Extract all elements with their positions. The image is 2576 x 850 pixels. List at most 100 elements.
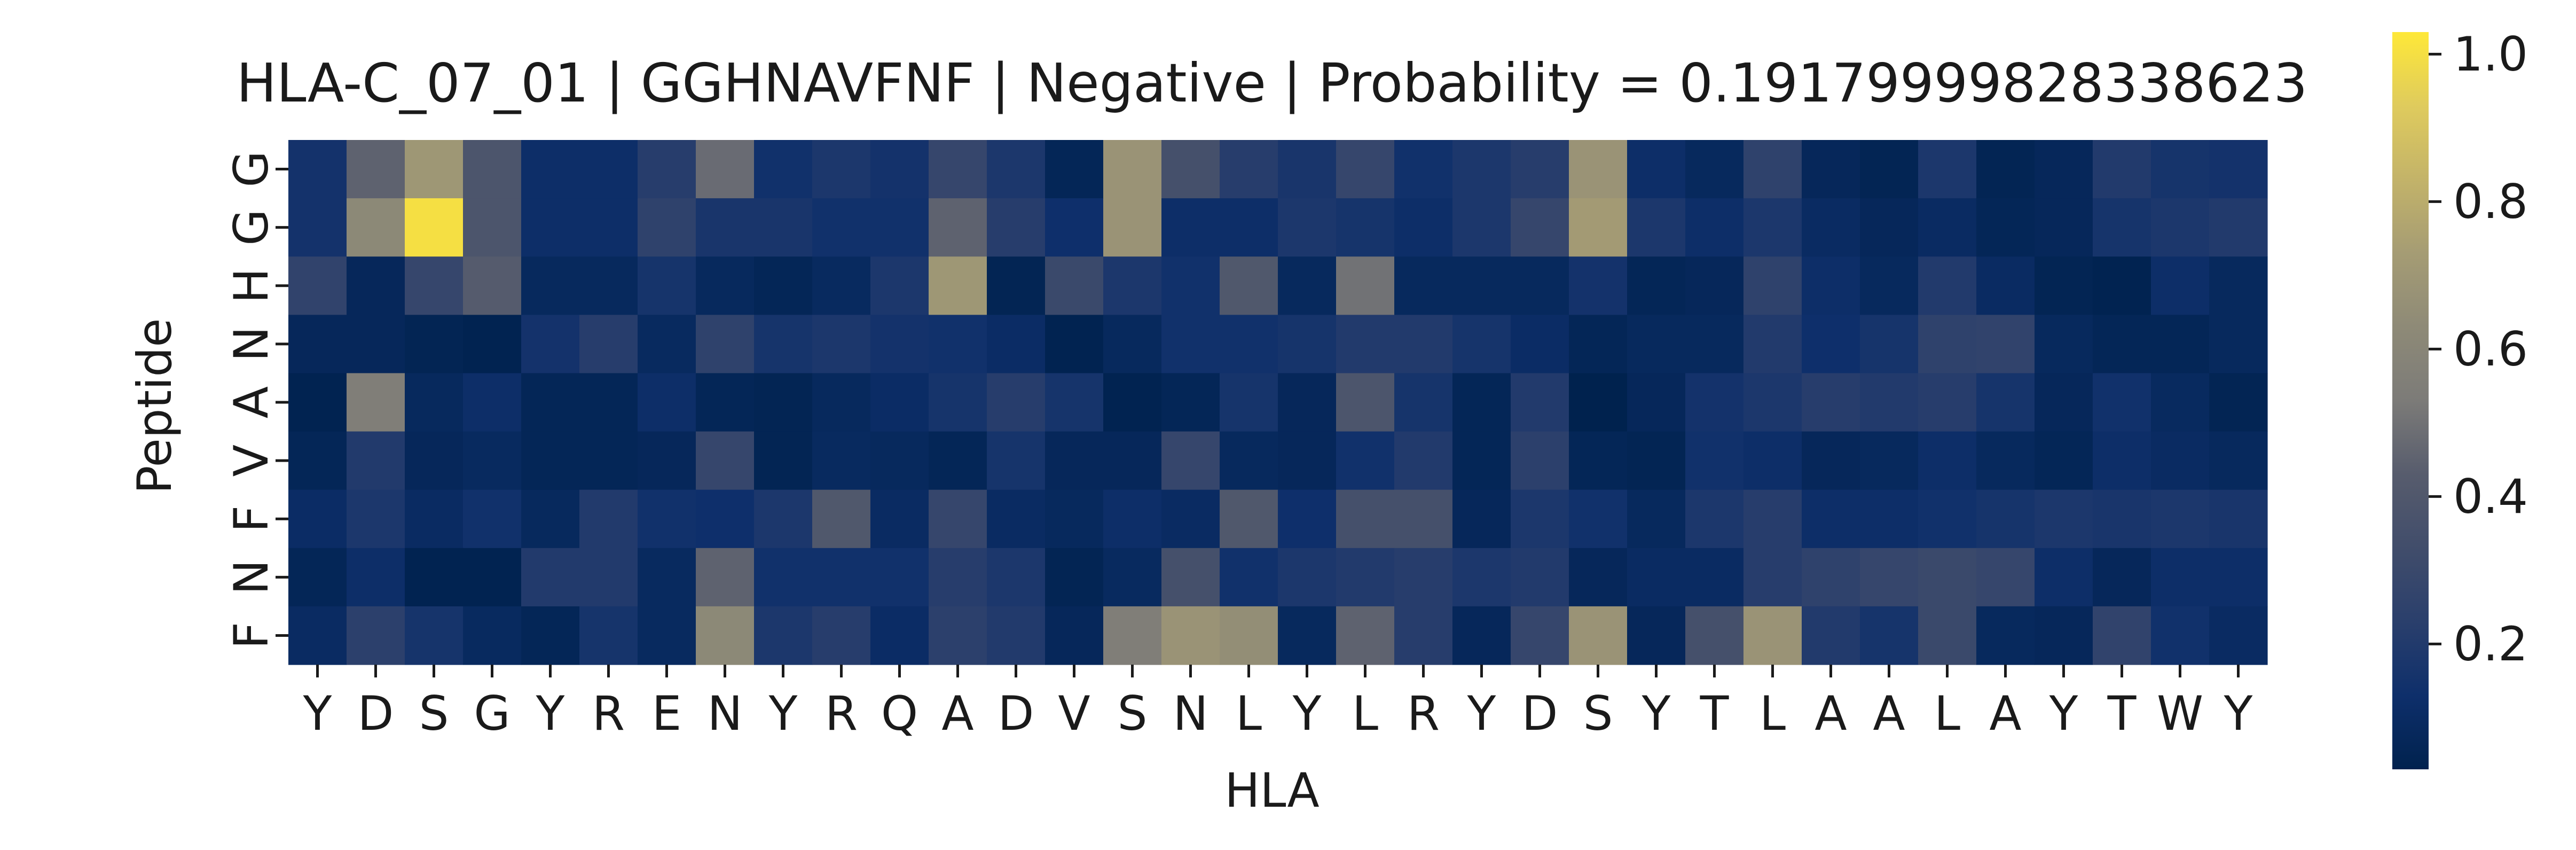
heatmap-cell — [870, 431, 929, 490]
heatmap-cell — [1976, 256, 2035, 315]
heatmap-cell — [2151, 489, 2210, 549]
colorbar — [2392, 32, 2429, 769]
heatmap-cell — [405, 548, 464, 607]
heatmap-cell — [987, 315, 1046, 374]
heatmap-cell — [2093, 431, 2151, 490]
x-tick-label: N — [1173, 686, 1208, 741]
heatmap-cell — [754, 373, 813, 432]
heatmap-cell — [1802, 606, 1860, 665]
heatmap-cell — [2151, 431, 2210, 490]
heatmap-cell — [579, 431, 638, 490]
colorbar-tick-label: 0.4 — [2453, 469, 2528, 524]
heatmap-cell — [1045, 431, 1104, 490]
heatmap-cell — [870, 548, 929, 607]
heatmap-cell — [754, 606, 813, 665]
heatmap-cell — [1511, 606, 1569, 665]
heatmap-cell — [1394, 548, 1453, 607]
heatmap-cell — [1627, 198, 1686, 257]
heatmap-cell — [2093, 198, 2151, 257]
x-tick-label: D — [998, 686, 1034, 741]
heatmap-cell — [754, 315, 813, 374]
heatmap-cell — [1103, 315, 1162, 374]
x-tick-label: E — [652, 686, 682, 741]
x-tick-label: R — [825, 686, 858, 741]
heatmap-cell — [288, 431, 347, 490]
y-tick-label: V — [224, 445, 279, 477]
heatmap-cell — [1743, 373, 1802, 432]
heatmap-cell — [288, 315, 347, 374]
heatmap-cell — [2209, 489, 2268, 549]
heatmap-cell — [1918, 256, 1977, 315]
colorbar-tick-label: 1.0 — [2453, 27, 2528, 82]
colorbar-tick-label: 0.6 — [2453, 322, 2528, 377]
heatmap-cell — [1918, 315, 1977, 374]
heatmap-cell — [1452, 373, 1511, 432]
heatmap-cell — [521, 489, 580, 549]
heatmap-cell — [929, 548, 987, 607]
heatmap-cell — [1569, 140, 1628, 199]
heatmap-cell — [579, 140, 638, 199]
heatmap-cell — [870, 140, 929, 199]
x-tick-label: Y — [303, 686, 332, 741]
x-tick-label: A — [1989, 686, 2021, 741]
heatmap-cell — [2035, 315, 2093, 374]
heatmap-cell — [405, 140, 464, 199]
heatmap-cell — [2035, 373, 2093, 432]
heatmap-cell — [405, 606, 464, 665]
heatmap-cell — [929, 198, 987, 257]
heatmap-cell — [521, 140, 580, 199]
x-tick-label: S — [419, 686, 449, 741]
heatmap-cell — [1860, 315, 1919, 374]
heatmap-cell — [288, 606, 347, 665]
x-tick-label: L — [1934, 686, 1960, 741]
heatmap-cell — [987, 489, 1046, 549]
x-tick-label: Y — [536, 686, 565, 741]
heatmap-cell — [1918, 548, 1977, 607]
heatmap-cell — [288, 489, 347, 549]
x-tick-label: Y — [1467, 686, 1496, 741]
heatmap-cell — [521, 198, 580, 257]
heatmap-cell — [521, 315, 580, 374]
heatmap-cell — [1452, 198, 1511, 257]
heatmap-cell — [696, 373, 755, 432]
heatmap-cell — [929, 256, 987, 315]
heatmap-cell — [1278, 373, 1337, 432]
heatmap-cell — [638, 606, 696, 665]
heatmap-cell — [1569, 198, 1628, 257]
heatmap-cell — [1802, 431, 1860, 490]
heatmap-cell — [288, 140, 347, 199]
x-tick-label: A — [941, 686, 973, 741]
heatmap-cell — [1918, 606, 1977, 665]
heatmap-cell — [1161, 198, 1220, 257]
heatmap-cell — [1976, 489, 2035, 549]
heatmap-cell — [1336, 373, 1395, 432]
heatmap-cell — [1394, 431, 1453, 490]
heatmap-cell — [521, 373, 580, 432]
heatmap-cell — [2209, 373, 2268, 432]
heatmap-cell — [1627, 373, 1686, 432]
heatmap-cell — [754, 198, 813, 257]
heatmap-cell — [929, 489, 987, 549]
heatmap-cell — [347, 140, 405, 199]
heatmap-cell — [696, 606, 755, 665]
heatmap-cell — [1336, 140, 1395, 199]
heatmap-cell — [1220, 198, 1278, 257]
y-axis-ticks: GGHNAVFNF — [224, 151, 288, 649]
heatmap-cell — [929, 431, 987, 490]
y-tick-label: G — [224, 151, 279, 187]
heatmap-cell — [1685, 606, 1744, 665]
heatmap-cell — [1569, 548, 1628, 607]
heatmap-cell — [579, 548, 638, 607]
x-tick-label: Q — [881, 686, 918, 741]
heatmap-cell — [1743, 606, 1802, 665]
heatmap-cell — [521, 431, 580, 490]
heatmap-cell — [2093, 256, 2151, 315]
heatmap-cell — [1802, 548, 1860, 607]
heatmap-cell — [1976, 373, 2035, 432]
colorbar-ticks: 0.2 0.4 0.6 0.8 1.0 — [2429, 27, 2528, 672]
heatmap-cell — [579, 315, 638, 374]
colorbar-tick-label: 0.2 — [2453, 617, 2528, 672]
heatmap-cell — [1220, 373, 1278, 432]
heatmap-cell — [1918, 373, 1977, 432]
